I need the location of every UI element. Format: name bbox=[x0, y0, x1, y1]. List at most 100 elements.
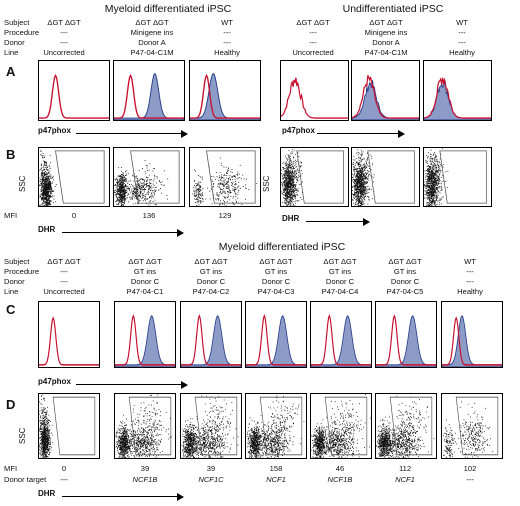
b-row-label-subject: Subject bbox=[4, 257, 30, 266]
x-axis-arrow-b bbox=[62, 228, 184, 237]
histogram-curve bbox=[281, 77, 348, 119]
histogram-curve bbox=[376, 315, 436, 367]
mfi-value-b3: 129 bbox=[218, 211, 232, 220]
histogram-curve bbox=[311, 315, 371, 367]
bottom-col4-target: NCF1 bbox=[266, 475, 286, 484]
histogram-curve bbox=[352, 75, 419, 119]
tr-col2-line: P47-04-C1M bbox=[364, 48, 408, 57]
bottom-col3-line: P47-04-C2 bbox=[192, 287, 230, 296]
histogram-curve bbox=[376, 314, 436, 366]
tl-col2-procedure: Minigene ins bbox=[130, 28, 174, 37]
bottom-col5-subject: ΔGT ΔGT bbox=[323, 257, 357, 266]
gate-polygon bbox=[324, 396, 368, 456]
bottom-col2-line: P47-04-C1 bbox=[126, 287, 164, 296]
bottom-col7-procedure: --- bbox=[466, 267, 474, 276]
dotplot-d7 bbox=[441, 393, 503, 459]
tl-col3-procedure: --- bbox=[223, 28, 231, 37]
bottom-col6-subject: ΔGT ΔGT bbox=[388, 257, 422, 266]
tr-col1-procedure: --- bbox=[309, 28, 317, 37]
gate-polygon bbox=[52, 396, 96, 456]
histogram-c6 bbox=[375, 301, 437, 368]
histogram-a5 bbox=[351, 60, 420, 121]
tl-col3-line: Healthy bbox=[214, 48, 240, 57]
gate-polygon bbox=[130, 150, 180, 204]
dotplot-d3 bbox=[180, 393, 242, 459]
bottom-col5-line: P47-04-C4 bbox=[321, 287, 359, 296]
bottom-col5-procedure: GT ins bbox=[328, 267, 352, 276]
x-axis-label-d: DHR bbox=[38, 489, 56, 498]
bottom-col6-line: P47-04-C5 bbox=[386, 287, 424, 296]
bottom-col2-donor: Donor C bbox=[130, 277, 160, 286]
panel-label-b: B bbox=[6, 147, 16, 162]
gate-polygon bbox=[296, 150, 344, 204]
bottom-col1-donor: --- bbox=[60, 277, 68, 286]
gate-polygon bbox=[206, 150, 256, 204]
panel-label-a: A bbox=[6, 64, 16, 79]
histogram-c1 bbox=[38, 301, 100, 368]
x-axis-arrow-b-right bbox=[306, 217, 370, 226]
dotplot-b2 bbox=[113, 147, 185, 207]
x-axis-label-a-right: p47phox bbox=[282, 126, 315, 135]
tl-col3-subject: WT bbox=[221, 18, 233, 27]
histogram-curve bbox=[246, 314, 306, 366]
histogram-curve bbox=[424, 79, 491, 120]
histogram-curve bbox=[39, 73, 109, 119]
tl-col2-line: P47-04-C1M bbox=[130, 48, 174, 57]
bottom-col7-mfi: 102 bbox=[463, 464, 477, 473]
histogram-curve bbox=[114, 73, 184, 119]
gate-polygon bbox=[439, 150, 487, 204]
donor-target-label: Donor target bbox=[4, 475, 47, 484]
histogram-c4 bbox=[245, 301, 307, 368]
bottom-col7-target: --- bbox=[466, 475, 474, 484]
gate-polygon bbox=[194, 396, 238, 456]
scatter-points bbox=[39, 394, 53, 458]
gate-polygon bbox=[455, 396, 499, 456]
scatter-points bbox=[376, 395, 435, 458]
dotplot-d1 bbox=[38, 393, 100, 459]
bottom-col3-mfi: 39 bbox=[206, 464, 216, 473]
scatter-points bbox=[39, 150, 57, 206]
x-axis-arrow-a bbox=[76, 129, 188, 138]
dotplot-b6 bbox=[423, 147, 492, 207]
y-axis-label-b-right: SSC bbox=[262, 175, 271, 192]
b-row-label-line: Line bbox=[4, 287, 19, 296]
gate-polygon bbox=[55, 150, 105, 204]
histogram-curve bbox=[246, 315, 306, 367]
histogram-c3 bbox=[180, 301, 242, 368]
bottom-col5-mfi: 46 bbox=[335, 464, 345, 473]
mfi-label-bottom: MFI bbox=[4, 464, 18, 473]
x-axis-label-b: DHR bbox=[38, 225, 56, 234]
tr-col1-donor: --- bbox=[309, 38, 317, 47]
dotplot-d5 bbox=[310, 393, 372, 459]
histogram-a3 bbox=[189, 60, 261, 121]
histogram-c5 bbox=[310, 301, 372, 368]
histogram-a1 bbox=[38, 60, 110, 121]
bottom-col2-procedure: GT ins bbox=[133, 267, 157, 276]
histogram-curve bbox=[39, 316, 99, 366]
row-label-procedure: Procedure bbox=[4, 28, 40, 37]
bottom-col5-donor: Donor C bbox=[325, 277, 355, 286]
tr-col3-line: Healthy bbox=[449, 48, 475, 57]
mfi-value-b2: 136 bbox=[142, 211, 156, 220]
dotplot-b3 bbox=[189, 147, 261, 207]
bottom-col6-donor: Donor C bbox=[390, 277, 420, 286]
scatter-points bbox=[192, 157, 258, 206]
tl-col1-line: Uncorrected bbox=[43, 48, 85, 57]
bottom-col1-line: Uncorrected bbox=[43, 287, 85, 296]
y-axis-label-b: SSC bbox=[18, 175, 27, 192]
x-axis-label-c: p47phox bbox=[38, 377, 71, 386]
bottom-col1-procedure: --- bbox=[60, 267, 68, 276]
dotplot-d2 bbox=[114, 393, 176, 459]
x-axis-label-b-right: DHR bbox=[282, 214, 300, 223]
gate-polygon bbox=[389, 396, 433, 456]
tl-col2-subject: ΔGT ΔGT bbox=[135, 18, 169, 27]
tl-col1-procedure: --- bbox=[60, 28, 68, 37]
panel-label-c: C bbox=[6, 302, 16, 317]
scatter-points bbox=[352, 149, 375, 206]
histogram-curve bbox=[424, 77, 491, 119]
dotplot-b4 bbox=[280, 147, 349, 207]
histogram-curve bbox=[311, 314, 371, 366]
histogram-curve bbox=[181, 314, 241, 366]
histogram-curve bbox=[115, 314, 175, 366]
bottom-col7-donor: --- bbox=[466, 277, 474, 286]
